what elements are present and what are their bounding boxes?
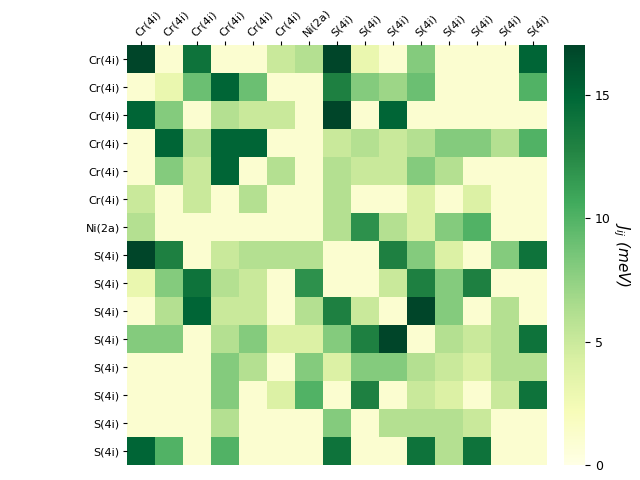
Y-axis label: $J_{ij}$ (meV): $J_{ij}$ (meV)	[611, 223, 632, 288]
